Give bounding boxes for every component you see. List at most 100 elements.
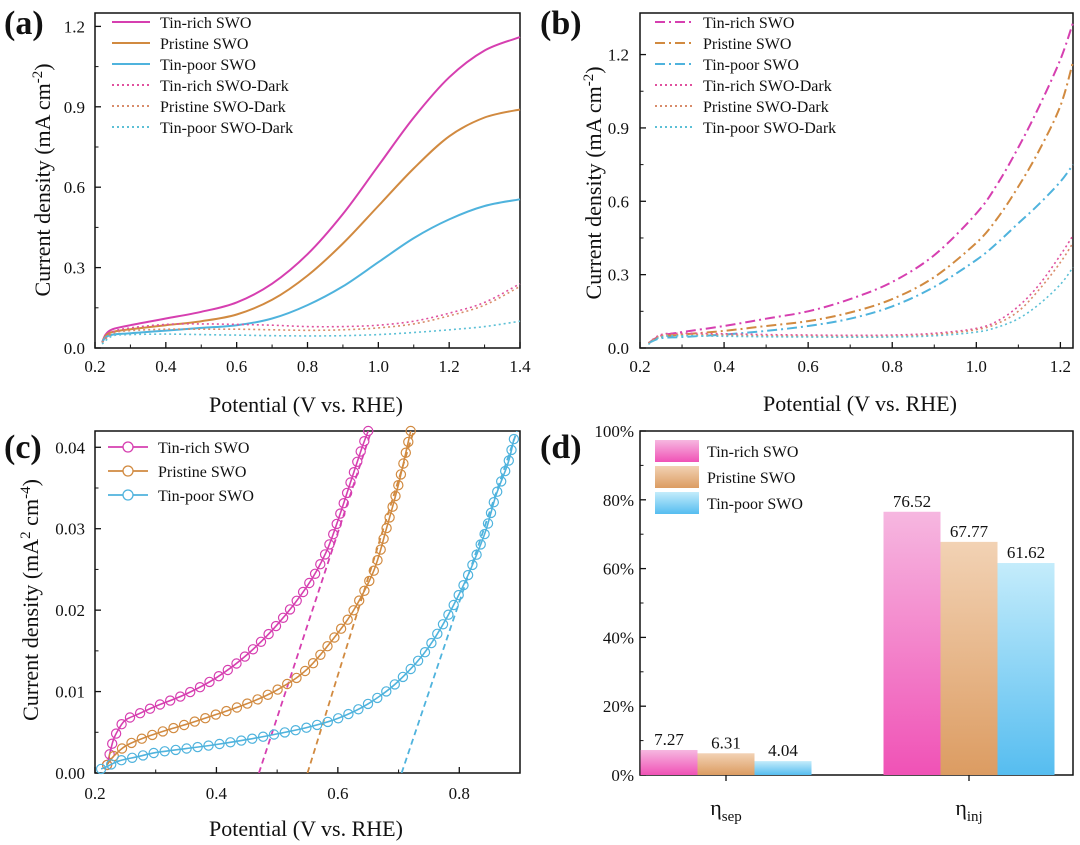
y-tick-label: 40% (603, 628, 634, 647)
y-tick-label: 1.2 (64, 17, 85, 36)
y-tick-label: 0.01 (55, 683, 85, 702)
data-point-2 (479, 528, 490, 540)
data-point-0 (213, 671, 224, 682)
panel-b-ylabel-end: ) (581, 66, 606, 73)
data-point-1 (116, 743, 128, 754)
data-point-2 (381, 686, 392, 697)
data-point-1 (359, 585, 370, 597)
panel-b-ylabel-main: Current density (mA cm (581, 86, 606, 299)
y-tick-label: 0.00 (55, 764, 85, 783)
data-point-1 (405, 425, 416, 437)
data-point-2 (462, 569, 474, 581)
data-point-2 (488, 497, 499, 508)
data-point-2 (236, 735, 247, 746)
data-point-1 (390, 490, 401, 502)
data-point-2 (170, 744, 181, 756)
bar-value-label-1-0: 76.52 (893, 492, 931, 511)
data-point-2 (279, 727, 290, 738)
data-point-0 (263, 628, 274, 640)
data-point-0 (291, 595, 302, 607)
series-line-1 (101, 108, 521, 344)
x-tick-label: 1.2 (1050, 357, 1071, 376)
data-point-1 (189, 716, 200, 727)
legend-label-5: Tin-poor SWO-Dark (160, 120, 293, 137)
data-point-1 (291, 672, 302, 684)
x-tick-label: 0.2 (84, 357, 105, 376)
legend-marker-1 (122, 465, 134, 477)
panel-b-letter: (b) (540, 5, 582, 42)
data-point-2 (458, 580, 469, 591)
data-point-2 (333, 713, 344, 724)
x-tick-label: 1.2 (439, 357, 460, 376)
data-point-2 (453, 589, 464, 601)
bar-value-label-0-0: 7.27 (654, 730, 684, 749)
legend-label-2: Tin-poor SWO (160, 57, 256, 74)
y-tick-label: 0.0 (64, 339, 85, 358)
data-point-1 (210, 709, 221, 720)
data-point-0 (359, 436, 370, 447)
data-point-2 (412, 655, 424, 667)
data-point-0 (116, 719, 127, 730)
series-line-2 (100, 438, 515, 770)
data-point-1 (364, 575, 375, 587)
legend-label-1: Pristine SWO (160, 36, 248, 53)
panel-c-letter: (c) (4, 429, 42, 466)
panel-a-ylabel-end: ) (30, 63, 55, 70)
series-line-2 (648, 164, 1074, 345)
data-point-2 (159, 746, 170, 757)
panel-a-letter: (a) (4, 5, 44, 42)
marker-guide-1 (107, 431, 411, 765)
y-tick-label: 20% (603, 697, 634, 716)
data-point-0 (164, 695, 176, 706)
panel-c-ylabel-sup2: -4 (18, 486, 34, 499)
x-tick-label: 0.8 (449, 784, 470, 803)
data-point-2 (389, 679, 400, 690)
legend-label-0: Tin-rich SWO (703, 15, 794, 32)
data-point-1 (335, 623, 347, 634)
data-point-0 (270, 620, 282, 632)
data-point-1 (384, 512, 395, 523)
legend-label-2: Tin-poor SWO (158, 488, 254, 505)
data-point-1 (262, 689, 273, 701)
data-point-2 (290, 725, 301, 736)
data-point-2 (506, 444, 517, 456)
legend-label-0: Tin-rich SWO (160, 15, 251, 32)
data-point-2 (322, 716, 333, 728)
data-point-2 (126, 752, 138, 764)
data-point-2 (467, 559, 478, 571)
data-point-1 (178, 719, 190, 731)
series-line-0 (647, 22, 1074, 344)
data-point-0 (277, 612, 289, 624)
data-point-1 (315, 649, 326, 661)
data-point-2 (437, 619, 449, 630)
data-point-1 (136, 733, 147, 744)
data-point-1 (400, 447, 411, 458)
data-point-1 (329, 632, 340, 643)
legend-label-4: Pristine SWO-Dark (160, 99, 286, 116)
panel-c: (c) Potential (V vs. RHE) Current densit… (4, 425, 521, 841)
panel-d: (d) 0% 20% 40% 60% 80% 100% ηsep 7.27 6.31 4.04 ηi… (540, 422, 1074, 825)
data-point-0 (363, 425, 374, 437)
series-line-4 (101, 285, 521, 344)
data-point-0 (110, 728, 122, 739)
y-tick-label: 0% (611, 766, 634, 785)
data-point-1 (348, 605, 359, 616)
data-point-1 (200, 713, 211, 724)
x-tick-label: 0.6 (226, 357, 247, 376)
legend-label-1: Pristine SWO (707, 470, 795, 487)
series-line-2 (101, 198, 521, 344)
data-point-0 (297, 586, 309, 598)
legend-label-0: Tin-rich SWO (158, 440, 249, 457)
y-tick-label: 100% (594, 422, 634, 441)
panel-b-ylabel: Current density (mA cm-2) (581, 66, 606, 299)
series-line-0 (106, 431, 369, 766)
data-point-1 (342, 614, 353, 625)
y-tick-label: 1.2 (608, 46, 629, 65)
data-point-0 (175, 691, 186, 702)
bar-0-1 (697, 753, 755, 775)
data-point-1 (368, 565, 379, 576)
data-point-1 (231, 702, 243, 713)
data-point-0 (134, 708, 146, 719)
data-point-1 (354, 595, 365, 606)
data-point-0 (124, 712, 136, 723)
